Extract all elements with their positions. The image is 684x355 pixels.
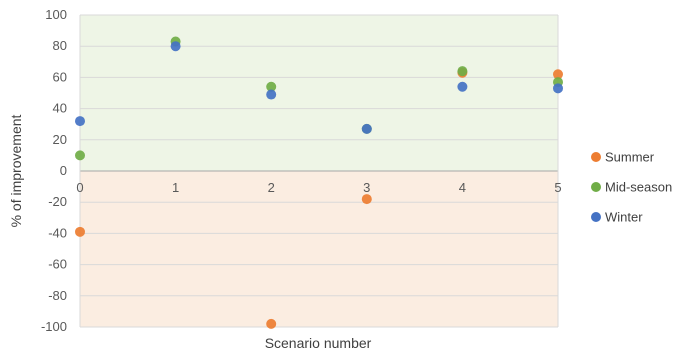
mid-season-point	[266, 81, 277, 92]
winter-point	[170, 41, 181, 52]
winter-point	[75, 116, 85, 127]
y-tick-label: -60	[48, 257, 67, 272]
summer-point	[361, 194, 372, 205]
y-tick-label: 0	[60, 163, 67, 178]
winter-point	[266, 89, 277, 100]
legend-marker-winter	[591, 212, 601, 222]
winter-point	[457, 81, 468, 92]
y-axis-title: % of improvement	[8, 114, 24, 227]
legend: Summer Mid-season Winter	[591, 150, 672, 225]
summer-point	[266, 318, 277, 329]
gridlines	[79, 14, 559, 328]
winter-point	[553, 83, 563, 94]
x-axis-title: Scenario number	[265, 335, 372, 351]
y-tick-label: 60	[53, 69, 67, 84]
x-tick-label: 1	[172, 180, 179, 195]
winter-point	[361, 123, 372, 134]
x-axis-ticks: 0 1 2 3 4 5	[76, 180, 561, 195]
y-tick-label: 40	[53, 101, 67, 116]
x-tick-label: 5	[554, 180, 561, 195]
x-tick-label: 4	[459, 180, 466, 195]
y-tick-label: -20	[48, 194, 67, 209]
mid-season-point	[457, 66, 468, 77]
legend-label-winter: Winter	[605, 210, 643, 225]
data-points	[75, 36, 563, 329]
legend-marker-mid-season	[591, 182, 601, 192]
mid-season-point	[75, 150, 85, 161]
legend-label-summer: Summer	[605, 150, 655, 165]
y-tick-label: 80	[53, 38, 67, 53]
x-tick-label: 2	[268, 180, 275, 195]
summer-point	[553, 69, 563, 80]
legend-marker-summer	[591, 152, 601, 162]
y-axis-ticks: -100 -80 -60 -40 -20 0 20 40 60 80 100	[41, 7, 67, 334]
x-tick-label: 3	[363, 180, 370, 195]
negative-band	[80, 171, 558, 327]
legend-label-mid-season: Mid-season	[605, 180, 672, 195]
y-tick-label: 20	[53, 132, 67, 147]
y-tick-label: -100	[41, 319, 67, 334]
y-tick-label: 100	[45, 7, 67, 22]
x-tick-label: 0	[76, 180, 83, 195]
positive-band	[80, 15, 558, 171]
background-bands	[80, 15, 558, 327]
summer-point	[75, 226, 85, 237]
y-tick-label: -80	[48, 288, 67, 303]
y-tick-label: -40	[48, 225, 67, 240]
